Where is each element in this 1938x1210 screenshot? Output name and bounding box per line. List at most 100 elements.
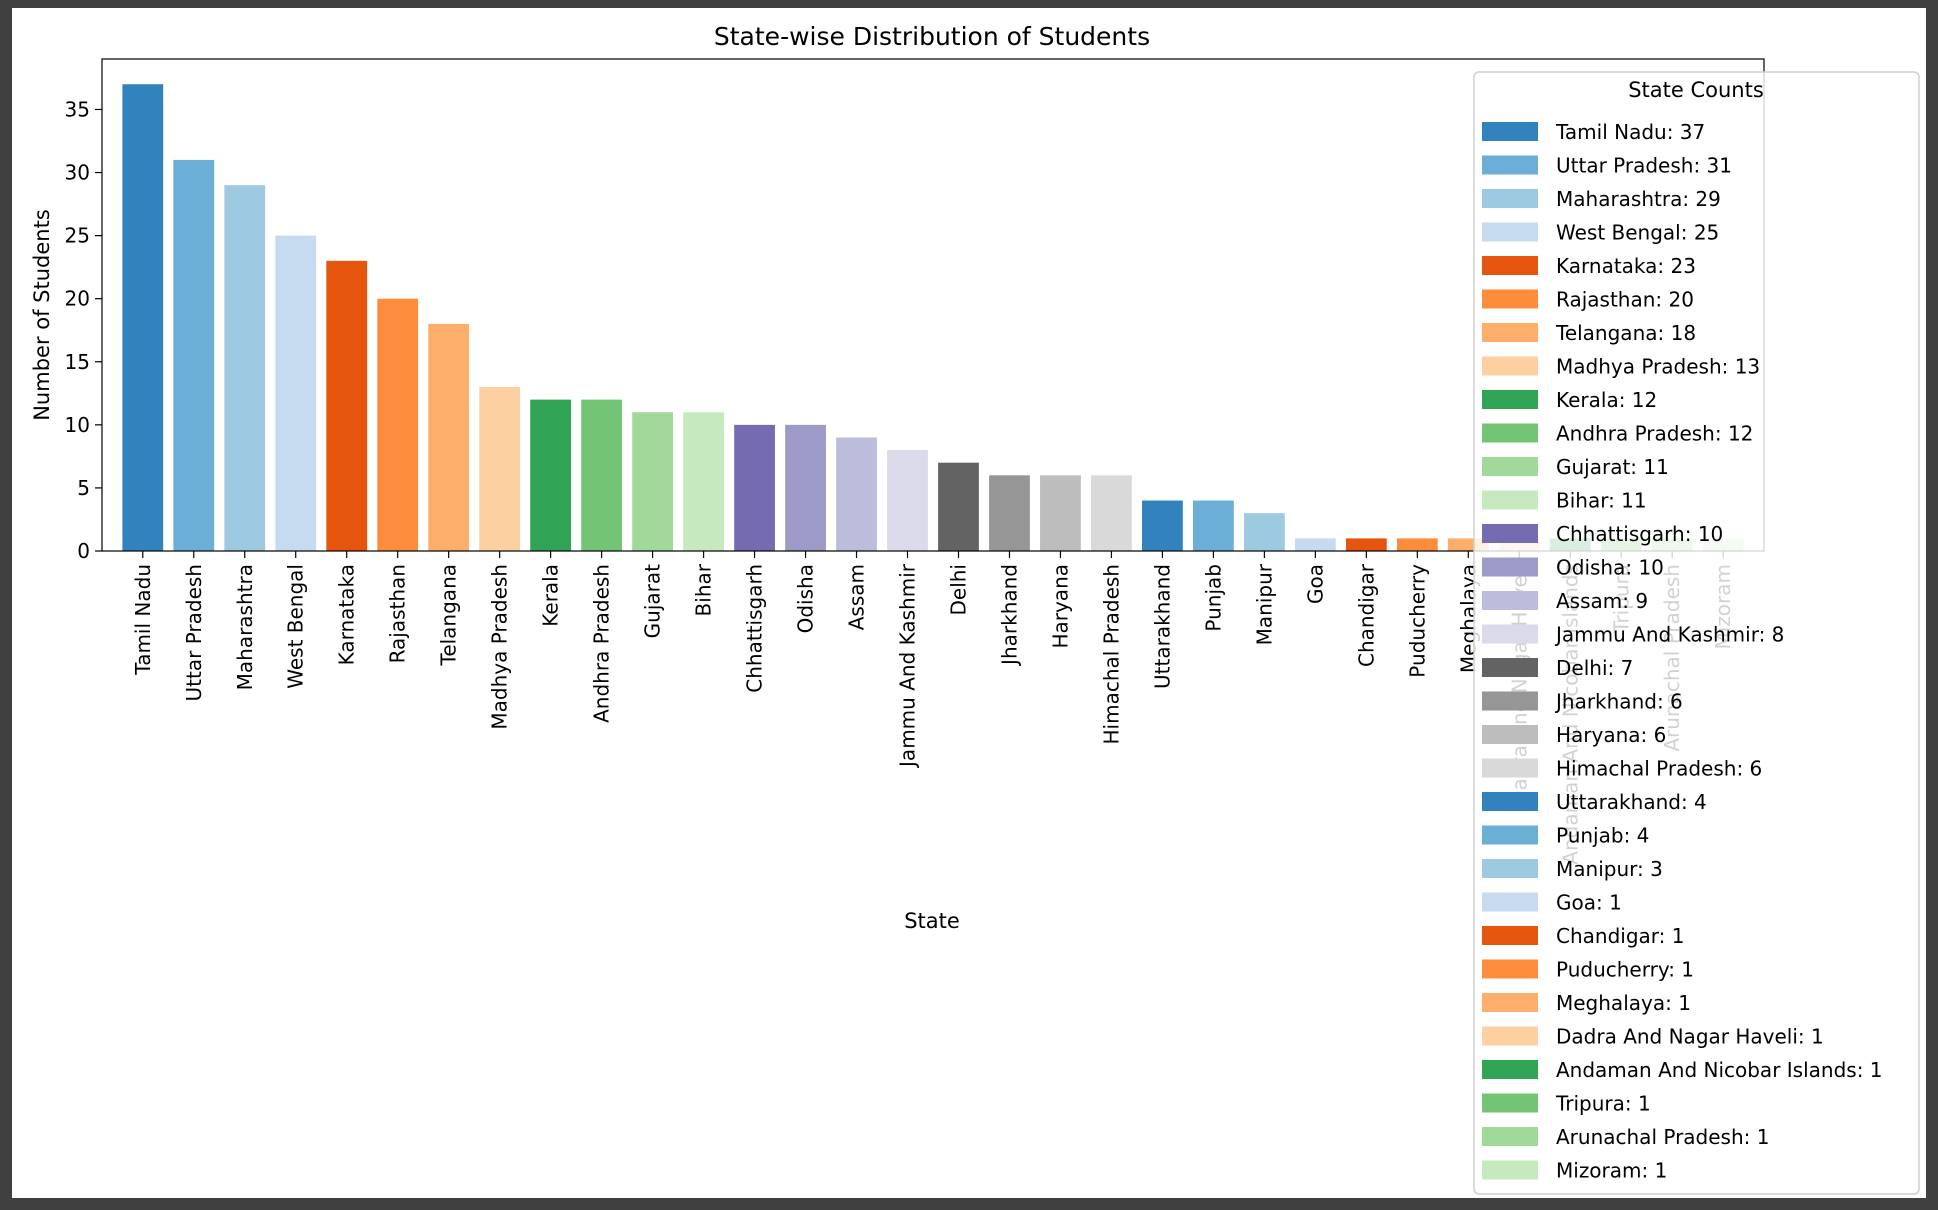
legend-swatch [1482,423,1538,443]
x-tick-label: Uttarakhand [1150,564,1174,689]
legend-items: Tamil Nadu: 37 Uttar Pradesh: 31 Maharasht… [1482,120,1883,1183]
bar-chart: State-wise Distribution of Students Tami… [30,22,1920,1195]
x-tick-label: Haryana [1048,564,1072,649]
legend-swatch [1482,1093,1538,1113]
legend-swatch [1482,591,1538,610]
legend-label: Uttarakhand: 4 [1556,790,1707,814]
x-tick-label: Bihar [692,563,716,616]
legend-swatch [1482,490,1538,510]
bar-bihar [683,412,724,551]
x-tick-label: Goa [1303,564,1327,604]
legend-label: Jammu And Kashmir: 8 [1554,623,1784,647]
legend-swatch [1482,658,1538,677]
y-tick-label: 35 [65,97,90,121]
bar-manipur [1243,513,1285,551]
x-tick-label: Himachal Pradesh [1099,564,1123,744]
legend-swatch [1482,457,1538,476]
chart-figure: State-wise Distribution of Students Tami… [12,8,1926,1198]
y-tick-label: 15 [65,350,90,374]
y-tick-label: 5 [77,476,90,500]
legend-label: Bihar: 11 [1556,489,1647,513]
y-axis-ticks: 0 5 10 15 20 25 30 35 [65,97,102,563]
legend-swatch [1482,624,1538,644]
x-tick-label: Chandigar [1354,563,1378,667]
bar-uttar-pradesh [173,159,215,552]
legend-label: Assam: 9 [1556,589,1648,613]
x-tick-label: Jammu And Kashmir [896,563,920,769]
legend-label: Jharkhand: 6 [1554,690,1683,714]
legend-label: Odisha: 10 [1556,556,1664,580]
legend-swatch [1482,289,1538,309]
legend-swatch [1482,1026,1538,1046]
x-tick-label: Assam [845,564,869,630]
legend-swatch [1482,993,1538,1012]
legend-label: Chhattisgarh: 10 [1556,522,1723,546]
bar-tamil-nadu [122,84,164,551]
bar-assam [836,437,877,551]
bar-himachal-pradesh [1091,475,1132,551]
bar-puducherry [1396,538,1438,551]
legend-swatch [1482,758,1538,778]
legend-label: Kerala: 12 [1556,388,1657,412]
legend-swatch [1482,725,1538,744]
bar-kerala [530,399,572,551]
bar-odisha [785,424,826,551]
legend-label: Meghalaya: 1 [1556,991,1691,1015]
bar-goa [1294,538,1336,551]
legend-label: Manipur: 3 [1556,857,1663,881]
bar-chandigar [1345,538,1387,551]
chart-title: State-wise Distribution of Students [714,22,1150,51]
x-axis-ticks: Tamil Nadu Uttar Pradesh Maharashtra West B… [131,551,1735,865]
x-tick-label: Puducherry [1405,564,1429,678]
bar-gujarat [632,412,673,551]
bar-rajasthan [377,298,419,551]
x-tick-label: Telangana [437,564,461,667]
legend-label: Maharashtra: 29 [1556,187,1721,211]
legend-label: Chandigar: 1 [1556,924,1684,948]
legend-swatch [1482,222,1538,242]
legend-swatch [1482,122,1538,141]
x-tick-label: Karnataka [335,564,359,665]
bar-andhra-pradesh [581,399,623,551]
legend-swatch [1482,792,1538,811]
bar-uttarakhand [1142,500,1183,551]
legend-label: Goa: 1 [1556,891,1622,915]
y-tick-label: 10 [65,413,90,437]
legend-swatch [1482,1160,1538,1180]
x-tick-label: Gujarat [641,564,665,638]
bar-telangana [428,323,470,551]
y-axis-label: Number of Students [30,209,54,421]
bar-jammu-and-kashmir [887,450,928,551]
legend-label: Uttar Pradesh: 31 [1556,154,1732,178]
x-tick-label: Odisha [794,564,818,633]
x-tick-label: Manipur [1252,563,1276,645]
legend-swatch [1482,155,1538,175]
legend-swatch [1482,524,1538,543]
legend-swatch [1482,189,1538,208]
legend-label: Punjab: 4 [1556,824,1649,848]
y-tick-label: 20 [65,287,90,311]
bar-maharashtra [224,185,266,551]
legend-label: Andaman And Nicobar Islands: 1 [1556,1058,1883,1082]
x-tick-label: Rajasthan [386,564,410,663]
legend-swatch [1482,1127,1538,1146]
legend-label: West Bengal: 25 [1556,221,1719,245]
x-tick-label: Chhattisgarh [743,564,767,693]
legend-swatch [1482,926,1538,945]
legend-swatch [1482,859,1538,878]
y-tick-label: 25 [65,224,90,248]
legend-label: Arunachal Pradesh: 1 [1556,1125,1769,1149]
legend-label: Puducherry: 1 [1556,958,1694,982]
bar-delhi [938,462,979,551]
legend-label: Madhya Pradesh: 13 [1556,355,1760,379]
legend-label: Mizoram: 1 [1556,1159,1667,1183]
legend: State Counts Tamil Nadu: 37 Uttar Pradesh… [1473,71,1920,1195]
legend-label: Himachal Pradesh: 6 [1556,757,1762,781]
x-tick-label: Andhra Pradesh [590,564,614,723]
x-tick-label: Punjab [1201,564,1225,632]
x-tick-label: Delhi [946,564,970,616]
x-tick-label: Kerala [539,564,563,627]
plot-area [101,58,1765,552]
x-tick-label: West Bengal [284,564,308,689]
bar-haryana [1040,475,1081,551]
